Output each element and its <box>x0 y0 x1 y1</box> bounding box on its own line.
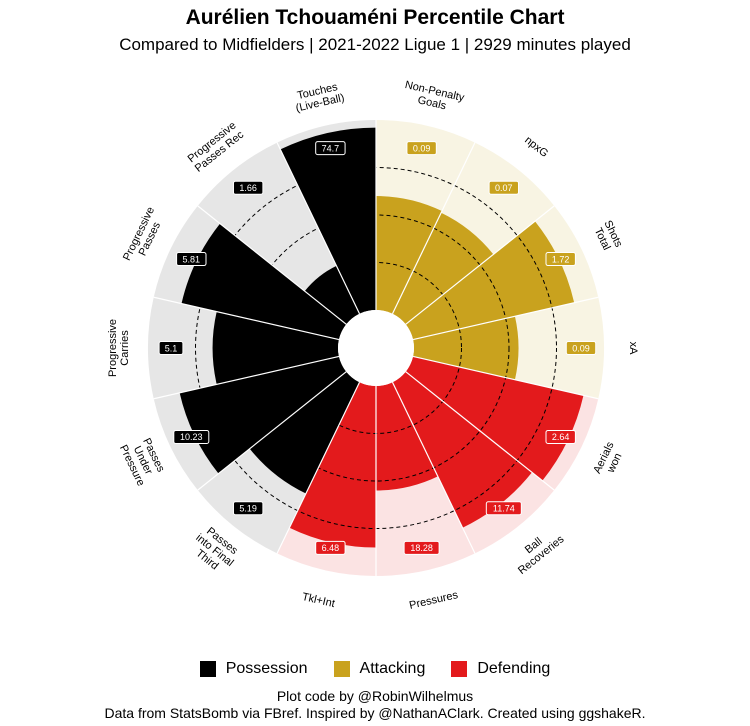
category-label-non-penalty-goals: Non-PenaltyGoals <box>401 79 466 116</box>
separator-6 <box>391 381 476 554</box>
center-circle <box>338 310 414 386</box>
value-label-tkl-int: 6.48 <box>315 540 346 555</box>
category-label-shots-total: ShotsTotal <box>591 219 625 255</box>
legend-label-possession: Possession <box>225 660 308 677</box>
wedge-separators <box>153 120 599 576</box>
bar-passes-under-pressure <box>179 356 347 474</box>
bar-tkl-int <box>289 382 376 548</box>
legend-swatch-possession <box>199 661 216 677</box>
legend-label-attacking: Attacking <box>359 660 426 677</box>
svg-text:5.19: 5.19 <box>239 504 257 514</box>
credit-data-source: Data from StatsBomb via FBref. Inspired … <box>104 705 646 721</box>
category-label-aerials-won: Aerialswon <box>591 440 627 481</box>
svg-text:0.09: 0.09 <box>413 143 431 153</box>
value-label-npxg: 0.07 <box>488 180 520 195</box>
bar-progressive-passes-rec <box>304 265 360 325</box>
bar-xa <box>413 316 519 380</box>
svg-text:2.64: 2.64 <box>552 432 570 442</box>
bar-passes-into-final-third <box>249 371 360 494</box>
value-label-touches-live-ball: 74.7 <box>315 141 346 156</box>
value-label-progressive-carries: 5.1 <box>158 341 184 355</box>
legend-swatch-defending <box>451 661 468 677</box>
value-label-progressive-passes-rec: 1.66 <box>232 180 264 195</box>
bar-touches-live-ball <box>280 127 376 314</box>
legend-item-defending: Defending <box>451 660 550 678</box>
svg-text:5.1: 5.1 <box>165 343 178 353</box>
value-label-aerials-won: 2.64 <box>545 429 576 444</box>
center-hole <box>338 310 414 386</box>
category-label-progressive-passes-rec: ProgressivePasses Rec <box>185 119 246 175</box>
legend-label-defending: Defending <box>477 660 551 677</box>
chart-title: Aurélien Tchouaméni Percentile Chart <box>185 6 565 29</box>
bar-pressures <box>376 382 438 491</box>
value-label-shots-total: 1.72 <box>545 252 576 267</box>
separator-11 <box>153 296 340 341</box>
value-labels: 0.09 0.07 1.72 0.09 2.64 11.74 18.28 6.48 5.19 10… <box>158 141 597 555</box>
category-label-progressive-carries: ProgressiveCarries <box>107 319 131 377</box>
value-label-ball-recoveries: 11.74 <box>485 501 522 516</box>
separator-2 <box>405 205 555 325</box>
category-label-passes-into-final-third: Passesinto FinalThird <box>186 523 243 579</box>
value-label-xa: 0.09 <box>565 341 597 355</box>
category-label-tkl-int: Tkl+Int <box>301 591 336 610</box>
category-label-passes-under-pressure: PassesUnderPressure <box>117 433 169 488</box>
svg-text:1.72: 1.72 <box>552 254 570 264</box>
category-label-npxg: npxG <box>522 134 550 160</box>
separator-4 <box>412 355 599 400</box>
category-label-xa: xA <box>627 342 639 356</box>
value-label-passes-under-pressure: 10.23 <box>173 429 210 444</box>
value-label-progressive-passes: 5.81 <box>176 252 207 267</box>
separator-13 <box>276 142 361 315</box>
separator-8 <box>276 381 361 554</box>
svg-text:6.48: 6.48 <box>322 543 340 553</box>
chart-subtitle: Compared to Midfielders | 2021-2022 Ligu… <box>119 35 631 54</box>
separator-5 <box>405 371 555 491</box>
separator-3 <box>412 296 599 341</box>
separator-10 <box>153 355 340 400</box>
category-label-ball-recoveries: BallRecoveries <box>508 524 566 577</box>
svg-text:5.81: 5.81 <box>183 254 201 264</box>
bar-aerials-won <box>405 356 584 481</box>
bar-npxg <box>392 212 494 325</box>
category-label-progressive-passes: ProgressivePasses <box>121 205 168 268</box>
value-label-pressures: 18.28 <box>403 540 440 555</box>
svg-text:0.07: 0.07 <box>495 183 513 193</box>
bar-non-penalty-goals <box>376 196 442 314</box>
separator-12 <box>197 205 347 325</box>
svg-text:11.74: 11.74 <box>493 504 515 514</box>
legend: Possession Attacking Defending <box>0 660 750 678</box>
separator-9 <box>197 371 347 491</box>
value-label-non-penalty-goals: 0.09 <box>406 141 437 156</box>
svg-text:0.09: 0.09 <box>572 343 590 353</box>
svg-text:1.66: 1.66 <box>239 183 257 193</box>
separator-1 <box>391 142 476 315</box>
category-label-touches-live-ball: Touches(Live-Ball) <box>292 80 346 114</box>
value-label-passes-into-final-third: 5.19 <box>232 501 264 516</box>
legend-swatch-attacking <box>333 661 350 677</box>
percentile-polar-chart: 0.09 0.07 1.72 0.09 2.64 11.74 18.28 6.48 5.19 10… <box>107 79 639 612</box>
svg-text:18.28: 18.28 <box>410 543 433 553</box>
credit-plot-code: Plot code by @RobinWilhelmus <box>276 688 474 704</box>
category-label-pressures: Pressures <box>408 589 459 612</box>
legend-item-attacking: Attacking <box>333 660 426 678</box>
svg-text:74.7: 74.7 <box>322 143 340 153</box>
svg-text:10.23: 10.23 <box>180 432 203 442</box>
legend-item-possession: Possession <box>199 660 308 678</box>
